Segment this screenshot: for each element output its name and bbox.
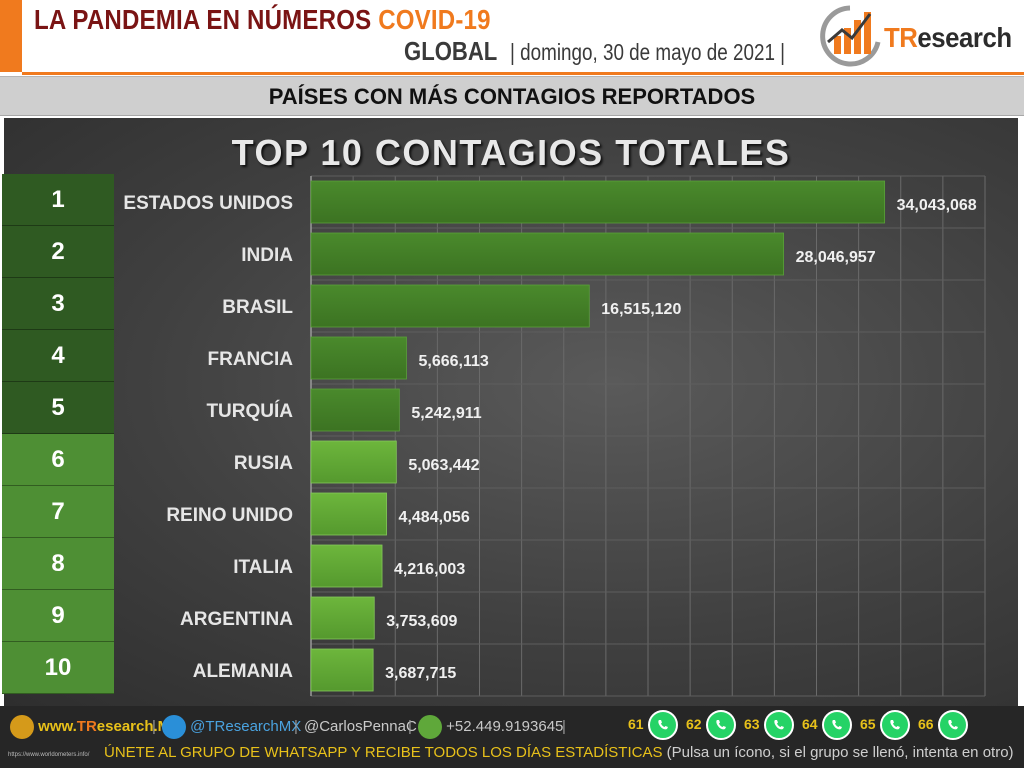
- category-label: ALEMANIA: [193, 661, 294, 682]
- whatsapp-group-number: 63: [744, 716, 760, 732]
- value-label: 5,063,442: [408, 457, 479, 474]
- whatsapp-group-button[interactable]: 63: [744, 710, 800, 742]
- bar-5: [310, 388, 400, 432]
- category-label: ARGENTINA: [180, 609, 293, 630]
- section-band: PAÍSES CON MÁS CONTAGIOS REPORTADOS: [0, 76, 1024, 116]
- twitter-link[interactable]: @TResearchMX: [162, 712, 301, 742]
- logo-mark-icon: [820, 5, 881, 67]
- report-title-accent: COVID-19: [378, 4, 491, 35]
- report-title-main: LA PANDEMIA EN NÚMEROS: [34, 4, 372, 35]
- footer-separator: |: [408, 718, 412, 735]
- whatsapp-group-button[interactable]: 66: [918, 710, 974, 742]
- value-label: 5,666,113: [418, 353, 488, 370]
- whatsapp-icon: [822, 710, 852, 740]
- header: LA PANDEMIA EN NÚMEROS COVID-19 GLOBAL |…: [0, 0, 1024, 75]
- whatsapp-icon: [938, 710, 968, 740]
- scope-label: GLOBAL: [404, 36, 498, 66]
- cta-text: ÚNETE AL GRUPO DE WHATSAPP Y RECIBE TODO…: [104, 744, 663, 761]
- value-label: 16,515,120: [601, 301, 681, 318]
- whatsapp-icon: [648, 710, 678, 740]
- category-label: INDIA: [241, 245, 293, 266]
- bar-chart: ESTADOS UNIDOS 34,043,068 INDIA 28,046,957 B…: [123, 175, 986, 697]
- value-label: 3,687,715: [385, 665, 456, 682]
- cta-note: (Pulsa un ícono, si el grupo se llenó, i…: [666, 744, 1014, 761]
- bar-2: [310, 232, 784, 276]
- report-subtitle: GLOBAL | domingo, 30 de mayo de 2021 |: [404, 36, 846, 67]
- bar-3: [310, 284, 590, 328]
- whatsapp-group-button[interactable]: 62: [686, 710, 742, 742]
- rank-cell: 6: [2, 434, 114, 486]
- bar-1: [310, 180, 886, 224]
- bar-8: [310, 544, 383, 588]
- rank-cell: 10: [2, 642, 114, 694]
- rank-cell: 2: [2, 226, 114, 278]
- category-label: RUSIA: [234, 453, 293, 474]
- whatsapp-group-number: 64: [802, 716, 818, 732]
- value-label: 28,046,957: [796, 249, 876, 266]
- footer-contacts: www.TResearch.Mx | @TResearchMX | @Carlo…: [10, 710, 1020, 742]
- bar-4: [310, 336, 407, 380]
- footer-separator: |: [294, 718, 298, 735]
- value-label: 34,043,068: [897, 197, 977, 214]
- rank-cell: 8: [2, 538, 114, 590]
- report-date: | domingo, 30 de mayo de 2021 |: [510, 39, 786, 65]
- category-label: ITALIA: [233, 557, 293, 578]
- chart-panel: TOP 10 CONTAGIOS TOTALES: [4, 118, 1018, 706]
- section-title: PAÍSES CON MÁS CONTAGIOS REPORTADOS: [268, 84, 756, 109]
- footer: www.TResearch.Mx | @TResearchMX | @Carlo…: [0, 706, 1024, 768]
- twitter-icon: [162, 715, 186, 740]
- whatsapp-icon: [764, 710, 794, 740]
- category-label: ESTADOS UNIDOS: [123, 193, 293, 214]
- whatsapp-group-number: 61: [628, 716, 644, 732]
- value-label: 5,242,911: [411, 405, 481, 422]
- value-label: 4,216,003: [394, 561, 465, 578]
- whatsapp-cta: ÚNETE AL GRUPO DE WHATSAPP Y RECIBE TODO…: [104, 744, 1014, 761]
- rank-cell: 9: [2, 590, 114, 642]
- whatsapp-icon: [880, 710, 910, 740]
- category-label: BRASIL: [222, 297, 293, 318]
- bar-6: [310, 440, 397, 484]
- value-label: 4,484,056: [399, 509, 470, 526]
- phone-contact[interactable]: +52.449.9193645: [418, 712, 563, 742]
- whatsapp-group-number: 65: [860, 716, 876, 732]
- chart-title: TOP 10 CONTAGIOS TOTALES: [231, 132, 791, 173]
- whatsapp-group-number: 66: [918, 716, 934, 732]
- value-label: 3,753,609: [386, 613, 457, 630]
- rank-cell: 5: [2, 382, 114, 434]
- rank-column: 1 2 3 4 5 6 7 8 9 10: [2, 174, 114, 694]
- whatsapp-phone-icon: [418, 715, 442, 740]
- globe-icon: [10, 715, 34, 740]
- footer-separator: |: [152, 718, 156, 735]
- header-accent-bar: [0, 0, 22, 72]
- bar-9: [310, 596, 375, 640]
- rank-cell: 4: [2, 330, 114, 382]
- whatsapp-group-button[interactable]: 65: [860, 710, 916, 742]
- rank-cell: 1: [2, 174, 114, 226]
- category-label: REINO UNIDO: [166, 505, 293, 526]
- bar-10: [310, 648, 374, 692]
- bar-7: [310, 492, 387, 536]
- rank-cell: 3: [2, 278, 114, 330]
- report-title: LA PANDEMIA EN NÚMEROS COVID-19: [34, 4, 491, 36]
- header-divider: [22, 72, 1024, 75]
- logo-text: TResearch: [884, 22, 1012, 53]
- whatsapp-group-button[interactable]: 64: [802, 710, 858, 742]
- whatsapp-icon: [706, 710, 736, 740]
- category-label: TURQUÍA: [206, 400, 293, 422]
- footer-separator: |: [562, 718, 566, 735]
- whatsapp-group-number: 62: [686, 716, 702, 732]
- tresearch-logo[interactable]: TResearch: [818, 2, 1024, 68]
- whatsapp-group-button[interactable]: 61: [628, 710, 684, 742]
- website-link[interactable]: www.TResearch.Mx: [10, 712, 179, 742]
- rank-cell: 7: [2, 486, 114, 538]
- author-handle[interactable]: @CarlosPennaC: [304, 718, 417, 735]
- source-url: https://www.worldometers.info/: [8, 752, 90, 758]
- category-label: FRANCIA: [208, 349, 294, 370]
